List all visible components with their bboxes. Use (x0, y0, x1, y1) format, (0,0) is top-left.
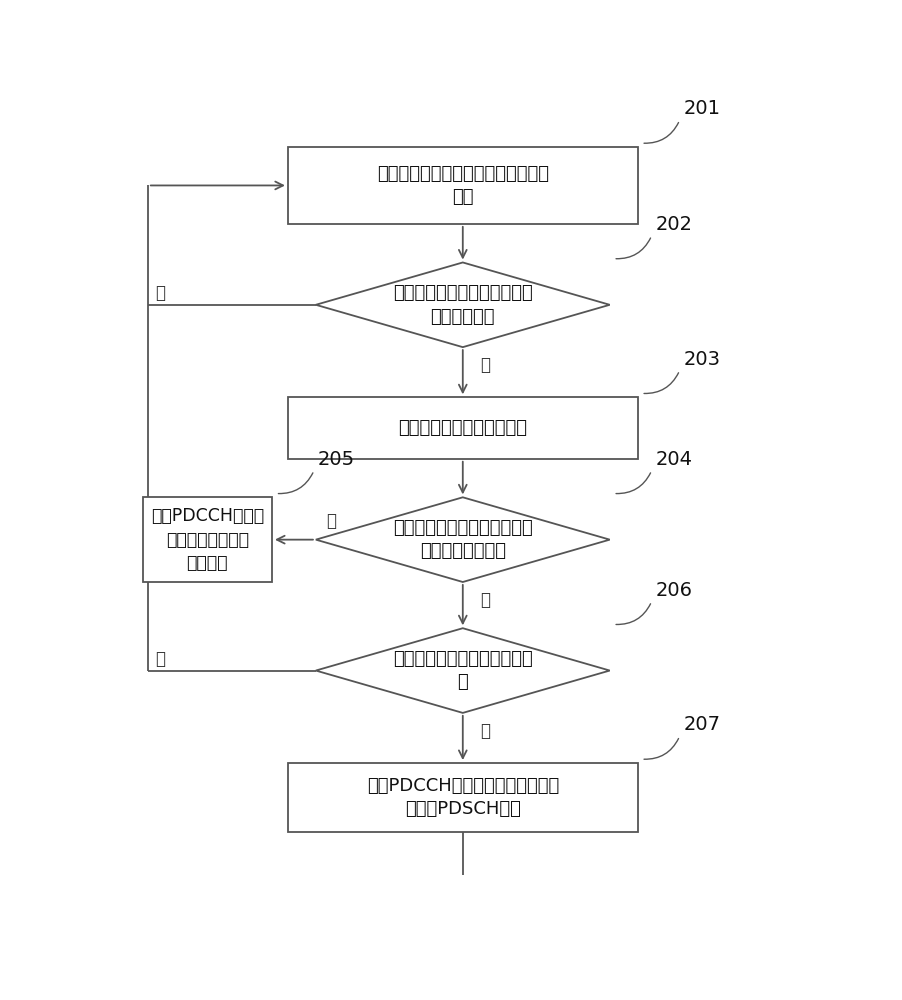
Text: 202: 202 (655, 215, 692, 234)
Text: 否: 否 (480, 591, 490, 609)
FancyBboxPatch shape (143, 497, 272, 582)
Polygon shape (316, 628, 609, 713)
Text: 调整PDCCH占用符
号数，增加可调度
的业务数: 调整PDCCH占用符 号数，增加可调度 的业务数 (151, 507, 263, 572)
FancyBboxPatch shape (288, 763, 637, 832)
Text: 是: 是 (326, 512, 336, 530)
Polygon shape (316, 497, 609, 582)
Text: 调整PDCCH占用符号数，增大可以
调度的PDSCH资源: 调整PDCCH占用符号数，增大可以 调度的PDSCH资源 (366, 777, 558, 818)
Text: 否: 否 (155, 284, 165, 302)
Text: 207: 207 (683, 715, 720, 734)
Text: 判断用户数是否低于第三门限
值: 判断用户数是否低于第三门限 值 (392, 650, 532, 691)
Text: 计算小区带宽资源的占用率: 计算小区带宽资源的占用率 (398, 419, 527, 437)
Text: 周期性检测一段时间内小区业务的满
意度: 周期性检测一段时间内小区业务的满 意度 (376, 165, 548, 206)
FancyBboxPatch shape (288, 397, 637, 459)
Text: 判断小区业务的满意度是否低
于第一门限值: 判断小区业务的满意度是否低 于第一门限值 (392, 284, 532, 326)
Text: 205: 205 (318, 450, 354, 469)
Text: 206: 206 (655, 581, 692, 600)
Polygon shape (316, 262, 609, 347)
FancyBboxPatch shape (288, 147, 637, 224)
Text: 是: 是 (480, 722, 490, 740)
Text: 否: 否 (155, 650, 165, 668)
Text: 203: 203 (683, 350, 720, 369)
Text: 是: 是 (480, 356, 490, 374)
Text: 201: 201 (683, 99, 720, 118)
Text: 204: 204 (655, 450, 692, 469)
Text: 判断小区带宽资源的占用率是
否低于第二门限值: 判断小区带宽资源的占用率是 否低于第二门限值 (392, 519, 532, 560)
